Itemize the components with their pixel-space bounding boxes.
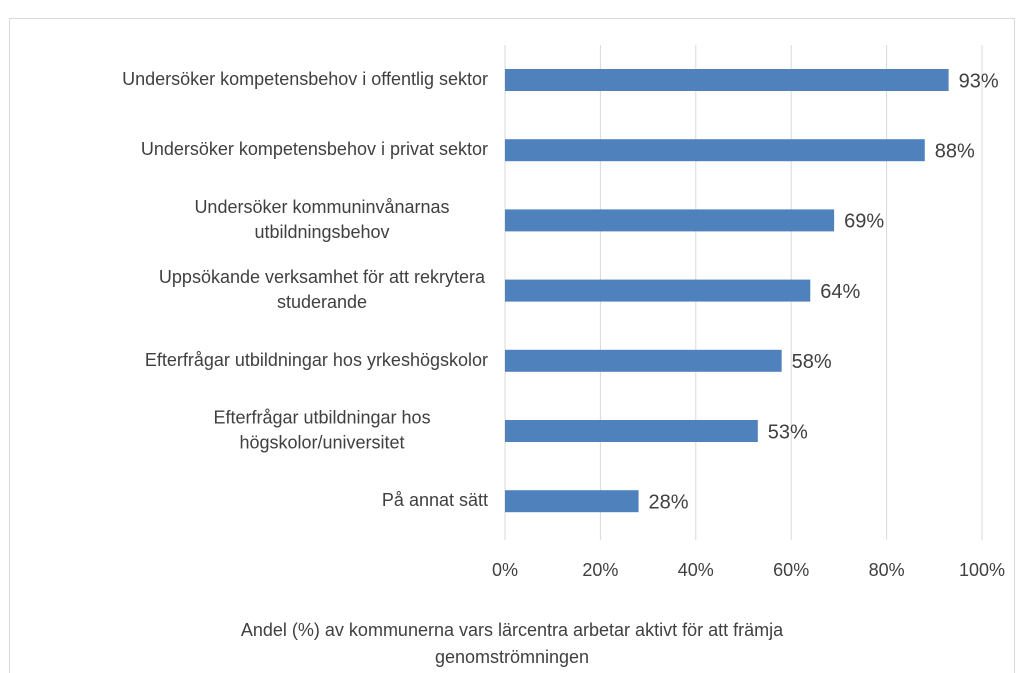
x-tick-label: 20% bbox=[582, 560, 618, 580]
bar bbox=[505, 349, 782, 372]
data-label: 69% bbox=[844, 211, 884, 233]
bar bbox=[505, 139, 925, 162]
chart-border bbox=[9, 18, 1015, 673]
data-label: 28% bbox=[649, 491, 689, 513]
y-tick-label: Uppsökande verksamhet för att rekrytera s… bbox=[159, 267, 486, 312]
x-tick-label: 60% bbox=[773, 560, 809, 580]
bar bbox=[505, 69, 949, 91]
bar bbox=[505, 279, 811, 302]
bar bbox=[505, 420, 758, 442]
bar bbox=[505, 490, 639, 513]
bar bbox=[505, 209, 835, 232]
data-label: 64% bbox=[820, 281, 860, 303]
data-label: 93% bbox=[959, 70, 999, 92]
x-tick-label: 80% bbox=[869, 560, 905, 580]
y-tick-label: Efterfrågar utbildningar hos högskolor/un… bbox=[213, 407, 430, 452]
y-tick-label: På annat sätt bbox=[382, 490, 488, 510]
data-label: 88% bbox=[935, 140, 975, 162]
y-tick-label: Undersöker kompetensbehov i offentlig se… bbox=[122, 69, 488, 89]
x-tick-label: 40% bbox=[678, 560, 714, 580]
y-tick-label: Undersöker kommuninvånarnas utbildningsbe… bbox=[194, 197, 449, 242]
x-tick-label: 0% bbox=[492, 560, 518, 580]
y-tick-label: Efterfrågar utbildningar hos yrkeshögsko… bbox=[145, 350, 488, 370]
x-axis-title: Andel (%) av kommunerna vars lärcentra a… bbox=[241, 620, 784, 667]
y-tick-label: Undersöker kompetensbehov i privat sekto… bbox=[141, 139, 488, 159]
x-tick-label: 100% bbox=[959, 560, 1005, 580]
data-label: 53% bbox=[768, 421, 808, 443]
data-label: 58% bbox=[792, 351, 832, 373]
